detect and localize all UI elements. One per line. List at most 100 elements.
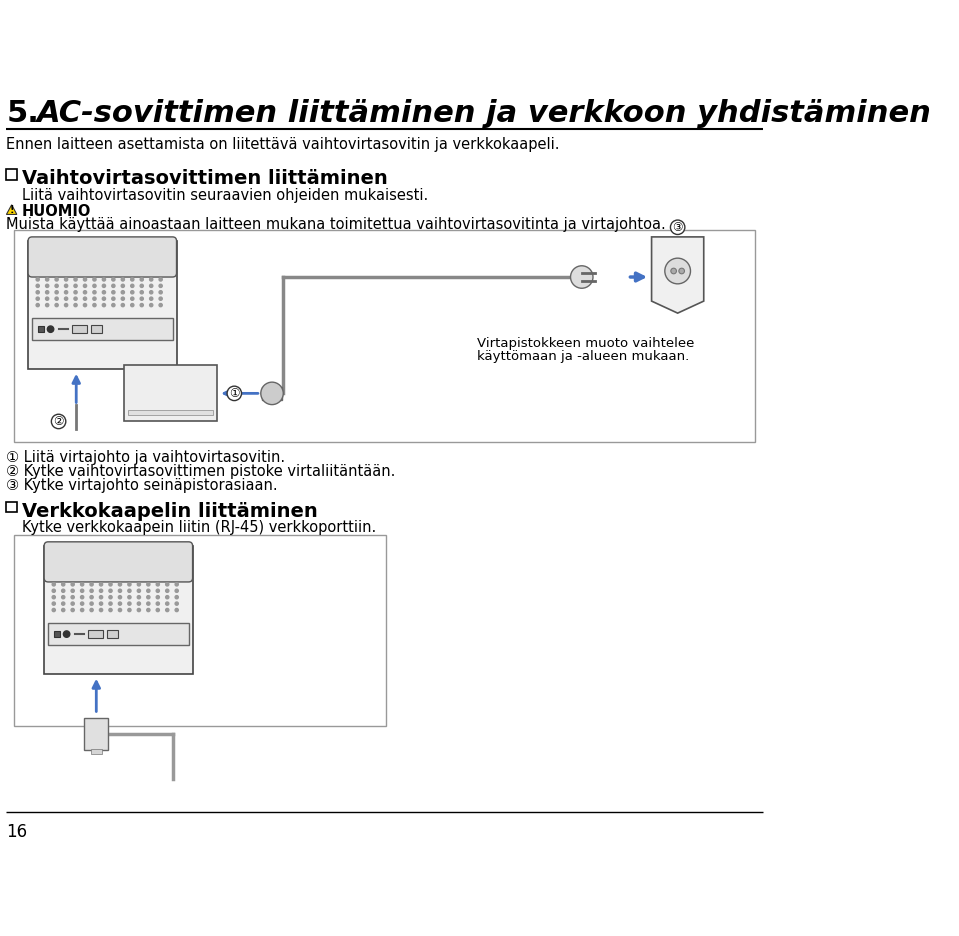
Circle shape <box>150 278 152 281</box>
Circle shape <box>130 278 134 281</box>
Circle shape <box>166 583 169 586</box>
Circle shape <box>36 297 39 300</box>
Text: Liitä vaihtovirtasovitin seuraavien ohjeiden mukaisesti.: Liitä vaihtovirtasovitin seuraavien ohje… <box>22 188 428 203</box>
Circle shape <box>46 291 49 294</box>
Circle shape <box>147 595 150 599</box>
Bar <box>48 622 189 645</box>
Circle shape <box>159 278 162 281</box>
Bar <box>125 365 217 421</box>
Bar <box>7 169 17 180</box>
Circle shape <box>137 602 140 606</box>
Circle shape <box>156 608 159 611</box>
Circle shape <box>83 297 86 300</box>
Circle shape <box>52 608 56 611</box>
Bar <box>28 241 176 370</box>
FancyBboxPatch shape <box>44 542 193 582</box>
Circle shape <box>83 303 86 307</box>
Circle shape <box>175 608 178 611</box>
Circle shape <box>81 602 83 606</box>
Circle shape <box>159 297 162 300</box>
Bar <box>37 326 44 332</box>
Bar <box>91 749 102 753</box>
Circle shape <box>112 285 115 287</box>
Circle shape <box>140 297 143 300</box>
Circle shape <box>112 278 115 281</box>
Circle shape <box>71 589 74 592</box>
Circle shape <box>100 595 103 599</box>
Circle shape <box>156 602 159 606</box>
Text: HUOMIO: HUOMIO <box>22 204 91 219</box>
Circle shape <box>93 278 96 281</box>
Circle shape <box>100 602 103 606</box>
Circle shape <box>103 303 105 307</box>
Circle shape <box>128 608 131 611</box>
Bar <box>106 630 118 638</box>
Text: Ennen laitteen asettamista on liitettävä vaihtovirtasovitin ja verkkokaapeli.: Ennen laitteen asettamista on liitettävä… <box>7 138 560 153</box>
Circle shape <box>109 602 112 606</box>
Circle shape <box>130 303 134 307</box>
Circle shape <box>175 583 178 586</box>
Circle shape <box>227 387 242 401</box>
Circle shape <box>71 583 74 586</box>
Circle shape <box>159 303 162 307</box>
Circle shape <box>121 285 125 287</box>
Circle shape <box>93 303 96 307</box>
Text: !: ! <box>10 205 13 215</box>
Circle shape <box>137 583 140 586</box>
Circle shape <box>156 583 159 586</box>
Circle shape <box>55 285 58 287</box>
Circle shape <box>112 303 115 307</box>
Circle shape <box>93 297 96 300</box>
Circle shape <box>137 608 140 611</box>
Bar <box>54 631 60 637</box>
Circle shape <box>140 291 143 294</box>
Circle shape <box>130 297 134 300</box>
Circle shape <box>121 297 125 300</box>
Circle shape <box>55 303 58 307</box>
Text: käyttömaan ja -alueen mukaan.: käyttömaan ja -alueen mukaan. <box>478 350 690 363</box>
Circle shape <box>103 285 105 287</box>
Circle shape <box>121 278 125 281</box>
Circle shape <box>64 297 68 300</box>
Circle shape <box>55 291 58 294</box>
Text: Verkkokaapelin liittäminen: Verkkokaapelin liittäminen <box>22 502 317 520</box>
Circle shape <box>36 285 39 287</box>
Circle shape <box>109 595 112 599</box>
Bar <box>91 325 102 333</box>
Circle shape <box>112 291 115 294</box>
Circle shape <box>112 297 115 300</box>
Text: ②: ② <box>54 415 64 428</box>
Circle shape <box>46 297 49 300</box>
Circle shape <box>130 291 134 294</box>
Circle shape <box>52 415 66 429</box>
Circle shape <box>175 589 178 592</box>
Circle shape <box>83 291 86 294</box>
Circle shape <box>64 303 68 307</box>
Circle shape <box>52 589 56 592</box>
Circle shape <box>46 303 49 307</box>
Circle shape <box>103 291 105 294</box>
Circle shape <box>103 278 105 281</box>
Text: Virtapistokkeen muoto vaihtelee: Virtapistokkeen muoto vaihtelee <box>478 337 695 350</box>
Circle shape <box>150 297 152 300</box>
Circle shape <box>71 608 74 611</box>
Circle shape <box>64 278 68 281</box>
Circle shape <box>61 583 65 586</box>
Circle shape <box>52 602 56 606</box>
Circle shape <box>90 589 93 592</box>
Circle shape <box>671 269 676 274</box>
Circle shape <box>93 291 96 294</box>
Circle shape <box>64 285 68 287</box>
Text: Muista käyttää ainoastaan laitteen mukana toimitettua vaihtovirtasovitinta ja vi: Muista käyttää ainoastaan laitteen mukan… <box>7 217 667 232</box>
Circle shape <box>74 285 77 287</box>
Circle shape <box>71 595 74 599</box>
Circle shape <box>52 595 56 599</box>
Circle shape <box>140 278 143 281</box>
Circle shape <box>55 278 58 281</box>
Text: ①: ① <box>229 387 240 400</box>
Circle shape <box>71 602 74 606</box>
Circle shape <box>81 583 83 586</box>
Circle shape <box>103 297 105 300</box>
Circle shape <box>81 608 83 611</box>
Circle shape <box>90 583 93 586</box>
